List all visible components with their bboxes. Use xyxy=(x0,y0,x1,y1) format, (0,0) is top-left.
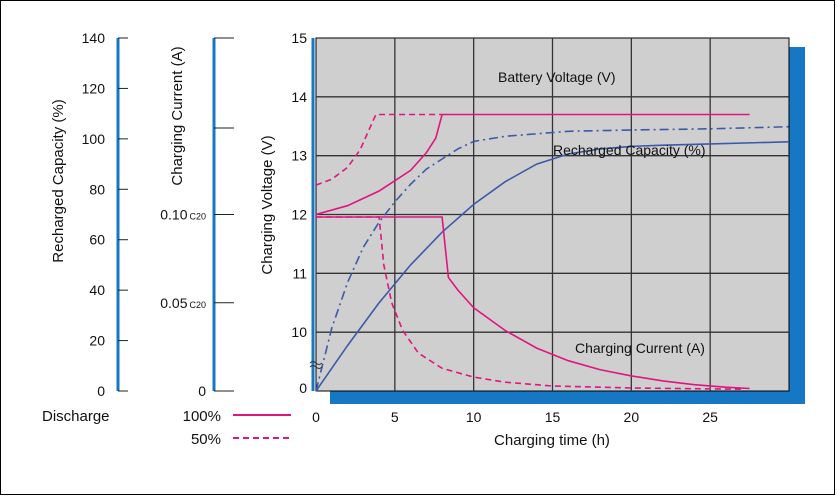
legend: Discharge 100% 50% xyxy=(42,408,291,448)
voltage-tick-label-3: 13 xyxy=(291,148,307,164)
x-axis-title: Charging time (h) xyxy=(494,432,610,449)
current-axis-title: Charging Current (A) xyxy=(169,46,186,185)
capacity-axis-title: Recharged Capacity (%) xyxy=(50,99,67,262)
x-axis: 0 5 10 15 20 25 xyxy=(312,409,718,425)
current-axis: 0 0.05 C20 0.10 C20 xyxy=(160,37,234,399)
capacity-tick-label-6: 120 xyxy=(82,80,106,96)
current-tick-label-2: 0.10 C20 xyxy=(160,207,206,223)
x-tick-label-3: 15 xyxy=(545,409,561,425)
x-tick-label-1: 5 xyxy=(391,409,399,425)
capacity-tick-label-7: 140 xyxy=(82,30,106,46)
battery-voltage-annotation: Battery Voltage (V) xyxy=(498,69,616,85)
capacity-tick-label-0: 0 xyxy=(97,383,105,399)
legend-label-50: 50% xyxy=(191,431,221,448)
capacity-tick-label-2: 40 xyxy=(89,282,105,298)
recharged-capacity-annotation: Recharged Capacity (%) xyxy=(553,142,706,158)
x-tick-label-4: 20 xyxy=(624,409,640,425)
legend-label-100: 100% xyxy=(183,408,221,425)
series-capacity-50 xyxy=(316,125,789,392)
legend-title: Discharge xyxy=(42,408,110,425)
capacity-tick-label-1: 20 xyxy=(89,333,105,349)
x-tick-label-5: 25 xyxy=(702,409,718,425)
voltage-axis: 10 11 12 13 14 15 0 xyxy=(291,30,315,396)
series-current_percent-50 xyxy=(316,216,742,390)
voltage-tick-label-1: 11 xyxy=(292,265,307,281)
voltage-tick-label-2: 12 xyxy=(291,207,307,223)
capacity-tick-label-4: 80 xyxy=(89,181,105,197)
voltage-tick-label-4: 14 xyxy=(291,89,307,105)
curves xyxy=(316,113,789,392)
capacity-axis: 0 20 40 60 80 100 120 140 xyxy=(82,30,128,399)
voltage-tick-label-5: 15 xyxy=(291,30,307,46)
current-tick-label-1: 0.05 C20 xyxy=(160,295,206,311)
capacity-tick-label-5: 100 xyxy=(82,131,106,147)
x-tick-label-0: 0 xyxy=(312,409,320,425)
voltage-axis-title: Charging Voltage (V) xyxy=(259,135,276,274)
series-current_percent-100 xyxy=(316,216,750,390)
x-tick-label-2: 10 xyxy=(466,409,482,425)
axis-break-mark xyxy=(309,361,323,369)
series-capacity-100 xyxy=(316,141,789,392)
voltage-zero-label: 0 xyxy=(299,380,307,396)
capacity-tick-label-3: 60 xyxy=(89,232,105,248)
grid-lines xyxy=(316,38,789,391)
charging-current-annotation: Charging Current (A) xyxy=(575,340,705,356)
current-tick-label-0: 0 xyxy=(198,383,206,399)
voltage-tick-label-0: 10 xyxy=(291,324,307,340)
series-voltage-100 xyxy=(316,113,750,216)
